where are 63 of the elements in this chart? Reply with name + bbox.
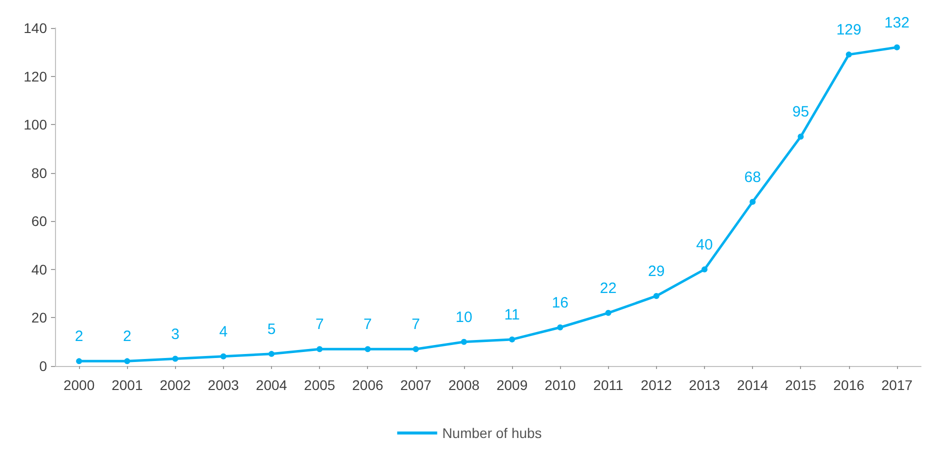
data-label: 16: [552, 294, 569, 312]
point: [268, 350, 274, 357]
point: [316, 346, 323, 352]
x-tick-label: 2009: [496, 377, 528, 393]
legend-label: Number of hubs: [442, 425, 542, 441]
x-tick-label: 2008: [448, 377, 480, 393]
point: [172, 356, 178, 362]
data-label: 10: [456, 308, 472, 326]
point: [846, 52, 852, 58]
data-label: 5: [267, 320, 276, 338]
x-tick-label: 2005: [304, 377, 336, 393]
x-tick-label: 2006: [352, 377, 384, 393]
point: [702, 266, 708, 272]
data-label: 95: [792, 104, 810, 121]
x-tick-label: 2013: [688, 377, 720, 393]
point: [605, 310, 612, 316]
data-label: 40: [696, 236, 713, 254]
point: [653, 292, 660, 299]
point: [412, 346, 419, 352]
y-tick-label: 80: [31, 164, 48, 181]
data-label: 68: [744, 168, 761, 186]
data-label: 129: [836, 22, 862, 39]
data-label: 3: [171, 326, 180, 343]
y-tick-label: 120: [24, 68, 48, 84]
y-tick-label: 40: [31, 261, 48, 278]
point: [76, 358, 82, 364]
x-tick-label: 2003: [208, 377, 240, 393]
point: [460, 338, 467, 345]
point: [509, 336, 516, 342]
data-label: 132: [884, 14, 910, 32]
data-label: 7: [364, 316, 372, 334]
x-tick-label: 2001: [112, 377, 143, 393]
y-tick-label: 60: [31, 213, 48, 230]
x-tick-label: 2007: [400, 377, 432, 393]
data-label: 7: [315, 316, 324, 334]
point: [124, 358, 130, 364]
y-tick-label: 0: [39, 358, 48, 374]
data-label: 2: [74, 328, 84, 346]
x-tick-label: 2012: [640, 377, 672, 393]
point: [750, 198, 756, 205]
x-tick-label: 2015: [785, 377, 817, 393]
data-label: 11: [504, 306, 520, 324]
x-tick-label: 2011: [593, 377, 624, 393]
point: [364, 346, 371, 352]
point: [894, 44, 900, 50]
point: [557, 324, 564, 330]
x-tick-label: 2014: [737, 377, 768, 393]
y-tick-label: 20: [31, 310, 48, 326]
data-label: 4: [219, 323, 228, 340]
x-tick-label: 2010: [544, 377, 576, 393]
data-label: 2: [122, 328, 132, 346]
point: [220, 353, 226, 360]
y-tick-label: 100: [24, 116, 48, 133]
data-label: 22: [600, 280, 617, 297]
x-tick-label: 2000: [63, 377, 95, 393]
x-tick-label: 2016: [833, 377, 865, 393]
x-tick-label: 2017: [881, 377, 913, 393]
x-tick-label: 2004: [256, 377, 288, 393]
point: [798, 134, 804, 140]
x-tick-label: 2002: [160, 377, 192, 393]
data-label: 29: [648, 262, 665, 280]
data-label: 7: [412, 316, 420, 334]
y-tick-label: 140: [24, 20, 48, 36]
